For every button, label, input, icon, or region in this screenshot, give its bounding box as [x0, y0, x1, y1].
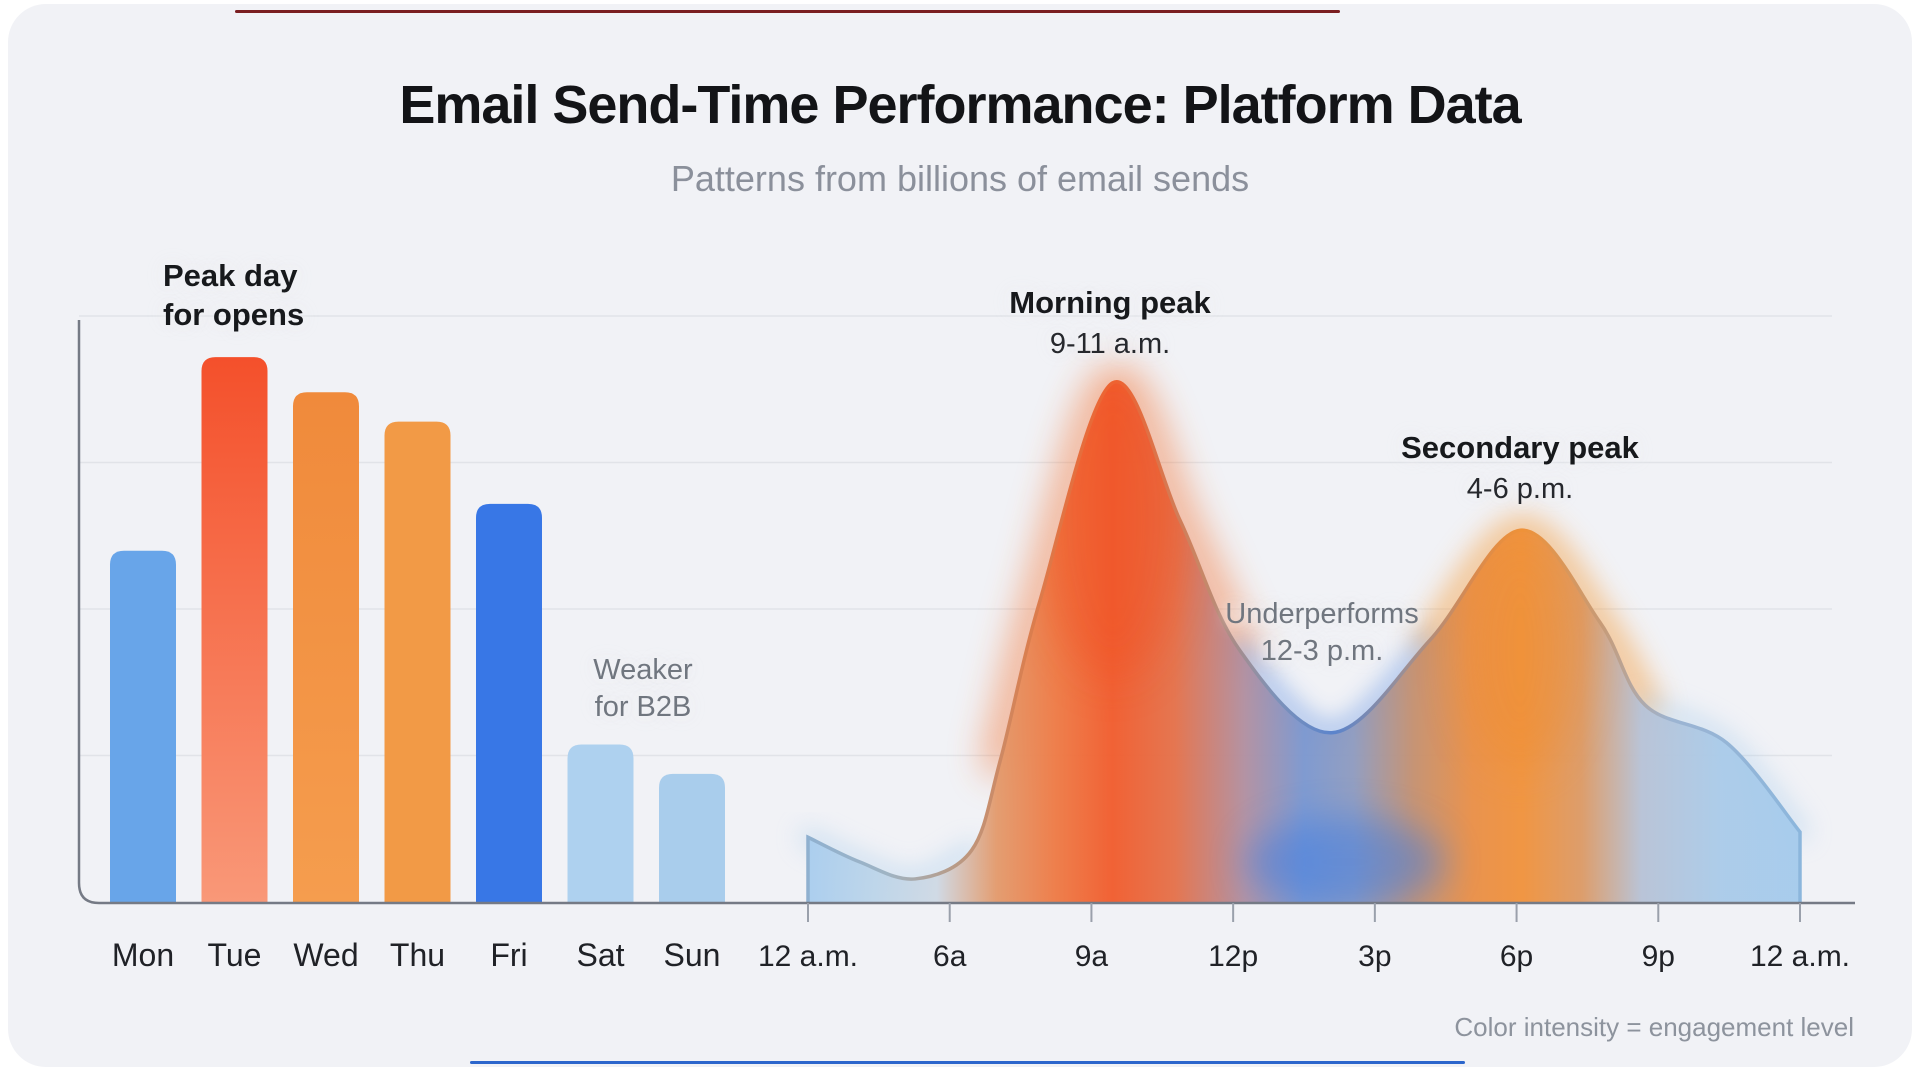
bottom-accent-line: [470, 1061, 1465, 1064]
day-label: Fri: [490, 937, 527, 973]
secondary-peak-intensity: [1460, 530, 1580, 770]
page-title: Email Send-Time Performance: Platform Da…: [399, 75, 1521, 135]
bar-thu: [384, 421, 451, 903]
annotation-morning-peak: Morning peak 9-11 a.m.: [1009, 283, 1211, 363]
time-label: 3p: [1358, 940, 1391, 973]
annotation-line: for B2B: [594, 690, 692, 723]
bar-mon: [110, 550, 176, 903]
annotation-line: Morning peak: [1009, 285, 1211, 320]
area-fill: [808, 381, 1800, 903]
annotation-line: for opens: [163, 297, 305, 333]
area-curve: [806, 380, 1802, 903]
bar-tue: [201, 357, 268, 904]
time-label: 9p: [1642, 940, 1675, 973]
annotation-line: Peak day: [163, 258, 298, 293]
annotation-line: 4-6 p.m.: [1466, 473, 1574, 506]
day-label: Sun: [664, 937, 721, 973]
top-accent-line: [235, 10, 1340, 13]
annotation-line: Weaker: [593, 654, 693, 686]
axis-lines: [77, 320, 1855, 905]
annotation-weaker-b2b: Weaker for B2B: [593, 652, 692, 725]
day-label: Sat: [576, 937, 624, 973]
annotation-underperforms: Underperforms 12-3 p.m.: [1225, 596, 1418, 669]
annotation-line: 12-3 p.m.: [1260, 634, 1384, 667]
time-label: 6p: [1500, 940, 1533, 973]
bar-wed: [293, 392, 359, 903]
time-label: 12 a.m.: [758, 940, 858, 973]
color-intensity-note: Color intensity = engagement level: [1454, 1012, 1854, 1042]
time-label: 12p: [1208, 940, 1258, 973]
annotation-line: Secondary peak: [1401, 430, 1639, 465]
annotation-peak-day: Peak day for opens: [163, 256, 304, 334]
time-label: 9a: [1075, 940, 1109, 973]
page-subtitle: Patterns from billions of email sends: [670, 158, 1250, 199]
bar-sat: [567, 744, 634, 903]
day-label: Mon: [112, 937, 174, 973]
annotation-line: Underperforms: [1225, 598, 1419, 630]
day-label: Wed: [293, 937, 358, 973]
bar-fri: [476, 503, 542, 903]
annotation-secondary-peak: Secondary peak 4-6 p.m.: [1401, 428, 1639, 508]
annotation-line: 9-11 a.m.: [1049, 328, 1171, 361]
day-label: Tue: [208, 937, 262, 973]
valley-blue-intensity: [1245, 817, 1445, 903]
bar-sun: [659, 773, 725, 903]
morning-peak-intensity: [1043, 381, 1183, 680]
day-label: Thu: [390, 937, 445, 973]
time-label: 6a: [933, 940, 967, 973]
time-label: 12 a.m.: [1750, 940, 1850, 973]
